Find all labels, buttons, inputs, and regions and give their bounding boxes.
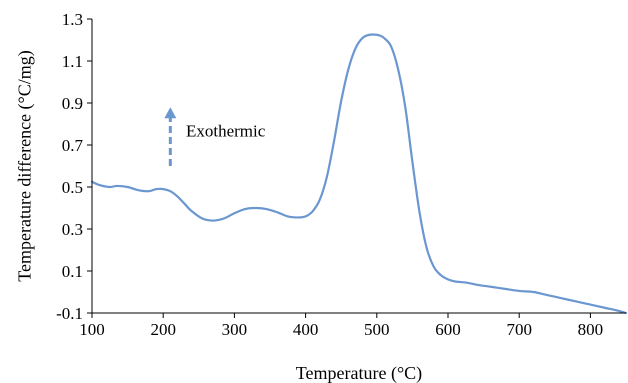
y-tick-label: 0.7 [62, 136, 84, 155]
axes: 100 200 300 400 500 600 700 800 -0.1 0.1 0.3 0.5 0.… [56, 10, 626, 339]
x-tick-label: 200 [150, 320, 176, 339]
y-tick-label: 0.5 [62, 178, 83, 197]
x-axis-ticks: 100 200 300 400 500 600 700 800 [79, 313, 603, 339]
series-temperature-difference-line [90, 33, 628, 315]
y-tick-label: 1.1 [62, 52, 83, 71]
x-tick-label: 600 [435, 320, 461, 339]
x-tick-label: 100 [79, 320, 105, 339]
y-tick-label: 0.3 [62, 220, 83, 239]
exothermic-annotation: Exothermic [164, 107, 266, 166]
y-tick-label: 0.1 [62, 262, 83, 281]
x-tick-label: 400 [293, 320, 319, 339]
y-tick-label: 1.3 [62, 10, 83, 29]
exothermic-arrow-head-icon [164, 107, 177, 119]
x-tick-label: 300 [222, 320, 248, 339]
exothermic-label: Exothermic [186, 121, 266, 140]
y-axis-title: Temperature difference (°C/mg) [14, 50, 35, 282]
x-tick-label: 500 [364, 320, 390, 339]
y-tick-label: 0.9 [62, 94, 83, 113]
x-axis-title: Temperature (°C) [296, 363, 422, 383]
x-tick-label: 800 [578, 320, 604, 339]
y-axis-ticks: -0.1 0.1 0.3 0.5 0.7 0.9 1.1 1.3 [56, 10, 92, 323]
x-tick-label: 700 [506, 320, 532, 339]
y-tick-label: -0.1 [56, 304, 83, 323]
